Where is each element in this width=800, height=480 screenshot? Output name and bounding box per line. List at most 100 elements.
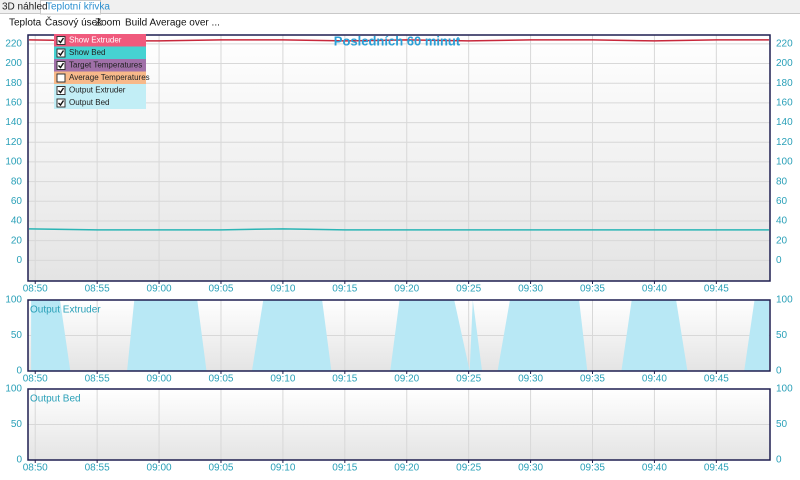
x-tick-label: 09:40 <box>642 284 667 295</box>
y-tick-label: 100 <box>5 384 22 395</box>
x-tick-label: 09:35 <box>580 463 605 474</box>
option-label[interactable]: Show Extruder <box>69 36 122 45</box>
x-tick-label: 09:10 <box>270 463 295 474</box>
x-tick-label: 09:10 <box>270 374 295 385</box>
active-tab[interactable] <box>40 0 101 15</box>
temperature-line <box>29 228 769 231</box>
x-tick-label: 08:50 <box>23 374 48 385</box>
x-tick-label: 09:25 <box>456 374 481 385</box>
option-row[interactable] <box>54 34 146 47</box>
y-tick-label: 100 <box>776 157 793 168</box>
y-tick-label: 0 <box>16 455 22 466</box>
x-tick-label: 09:40 <box>642 463 667 474</box>
y-tick-label: 160 <box>5 98 22 109</box>
y-tick-label: 120 <box>5 137 22 148</box>
y-tick-label: 20 <box>11 235 23 246</box>
checkmark <box>58 87 65 94</box>
option-row[interactable] <box>54 84 146 97</box>
y-tick-label: 100 <box>776 295 793 306</box>
options-panel: Show Extruder Show Bed Target Temperatures… <box>54 34 150 109</box>
y-tick-label: 100 <box>5 157 22 168</box>
x-tick-label: 08:50 <box>23 284 48 295</box>
y-tick-label: 20 <box>776 235 788 246</box>
tab[interactable]: Teplotní křivka <box>46 2 110 13</box>
x-tick-label: 09:20 <box>394 374 419 385</box>
menu-item[interactable]: Build Average over ... <box>125 18 220 29</box>
menu-item[interactable]: Zoom <box>95 18 121 29</box>
x-tick-label: 09:30 <box>518 463 543 474</box>
plot-frame <box>27 388 771 461</box>
checkmark <box>58 62 65 69</box>
option-label[interactable]: Target Temperatures <box>69 61 142 70</box>
plot-area <box>28 35 770 281</box>
x-tick-label: 09:40 <box>642 374 667 385</box>
y-tick-label: 0 <box>16 255 22 266</box>
x-tick-label: 08:55 <box>85 463 110 474</box>
option-row[interactable] <box>54 59 146 72</box>
checkbox[interactable] <box>56 73 66 83</box>
y-tick-label: 50 <box>776 330 788 341</box>
x-tick-label: 09:10 <box>270 284 295 295</box>
option-row[interactable] <box>54 46 146 60</box>
y-tick-label: 200 <box>5 58 22 69</box>
option-label[interactable]: Show Bed <box>69 48 105 57</box>
y-tick-label: 60 <box>11 196 23 207</box>
y-tick-label: 140 <box>776 117 793 128</box>
chart-label: Output Bed <box>30 394 81 405</box>
chart-label: Output Extruder <box>30 305 101 316</box>
checkmark <box>58 50 65 57</box>
y-tick-label: 50 <box>11 419 23 430</box>
plot-frame <box>27 34 771 282</box>
option-row[interactable] <box>54 71 146 85</box>
y-tick-label: 0 <box>776 455 782 466</box>
x-tick-label: 09:15 <box>332 284 357 295</box>
option-label[interactable]: Output Bed <box>69 98 109 107</box>
temperature-line <box>29 39 769 42</box>
y-tick-label: 180 <box>776 78 793 89</box>
checkmark <box>58 37 65 44</box>
x-tick-label: 09:45 <box>704 463 729 474</box>
option-label[interactable]: Average Temperatures <box>69 73 150 82</box>
x-tick-label: 09:20 <box>394 284 419 295</box>
y-tick-label: 0 <box>776 366 782 377</box>
y-tick-label: 0 <box>776 255 782 266</box>
x-tick-label: 09:20 <box>394 463 419 474</box>
x-tick-label: 09:25 <box>456 284 481 295</box>
plot-frame <box>27 299 771 372</box>
checkmark <box>58 100 65 107</box>
menu-item[interactable]: Časový úsek <box>45 16 103 29</box>
x-tick-label: 09:05 <box>208 284 233 295</box>
x-tick-label: 09:00 <box>147 374 172 385</box>
option-row[interactable] <box>54 96 146 110</box>
x-tick-label: 09:45 <box>704 284 729 295</box>
y-tick-label: 40 <box>11 216 23 227</box>
menu-item[interactable]: Teplota <box>9 18 42 29</box>
tab[interactable]: 3D náhled <box>2 2 48 13</box>
x-tick-label: 09:45 <box>704 374 729 385</box>
x-tick-label: 09:15 <box>332 463 357 474</box>
chart-title: Posledních 60 minut <box>334 33 461 48</box>
x-tick-label: 09:30 <box>518 284 543 295</box>
y-tick-label: 100 <box>776 384 793 395</box>
x-tick-label: 09:00 <box>147 463 172 474</box>
y-tick-label: 50 <box>11 330 23 341</box>
option-label[interactable]: Output Extruder <box>69 86 126 95</box>
x-tick-label: 09:05 <box>208 463 233 474</box>
y-tick-label: 200 <box>776 58 793 69</box>
x-tick-label: 09:35 <box>580 374 605 385</box>
y-tick-label: 220 <box>5 38 22 49</box>
x-tick-label: 09:05 <box>208 374 233 385</box>
y-tick-label: 50 <box>776 419 788 430</box>
x-tick-label: 09:00 <box>147 284 172 295</box>
y-tick-label: 120 <box>776 137 793 148</box>
y-tick-label: 80 <box>776 176 788 187</box>
x-tick-label: 08:55 <box>85 284 110 295</box>
x-tick-label: 08:50 <box>23 463 48 474</box>
y-tick-label: 220 <box>776 38 793 49</box>
charts: 0 0 20 20 40 40 60 60 80 80 100 100 120 120 140 140 160 1… <box>5 33 793 473</box>
x-tick-label: 09:30 <box>518 374 543 385</box>
x-tick-label: 09:15 <box>332 374 357 385</box>
y-tick-label: 60 <box>776 196 788 207</box>
y-tick-label: 140 <box>5 117 22 128</box>
